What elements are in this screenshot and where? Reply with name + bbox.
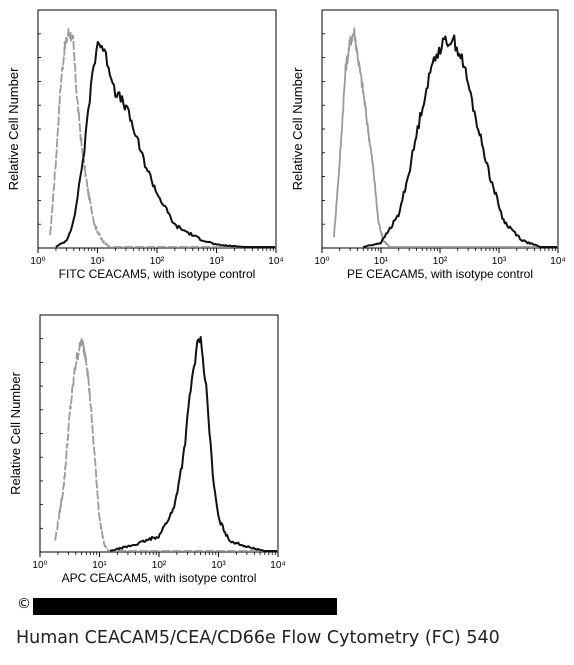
x-tick-label: 10²: [150, 256, 165, 267]
x-axis-label: FITC CEACAM5, with isotype control: [59, 267, 256, 281]
isotype-control-line: [54, 337, 277, 552]
histogram-panel-3: 10⁰ 10¹ 10² 10³ 10⁴ APC CEACAM5, with isotype…: [8, 314, 286, 585]
x-tick-label: 10¹: [374, 256, 389, 267]
x-tick-label: 10²: [433, 256, 448, 267]
x-tick-label: 10⁴: [270, 560, 285, 571]
x-tick-label: 10⁰: [314, 256, 329, 267]
x-tick-label: 10¹: [92, 560, 107, 571]
flow-cytometry-figure: 10⁰ 10¹ 10² 10³ 10⁴ FITC CEACAM5, with isotyp…: [6, 9, 566, 585]
histogram-panel-2: 10⁰ 10¹ 10² 10³ 10⁴ PE CEACAM5, with isotype …: [290, 9, 566, 281]
histogram-panel-1: 10⁰ 10¹ 10² 10³ 10⁴ FITC CEACAM5, with isotyp…: [6, 9, 284, 281]
copyright-symbol: ©: [17, 596, 31, 612]
y-axis-label: Relative Cell Number: [8, 371, 23, 494]
ceacam5-histogram-line: [109, 336, 277, 552]
x-tick-label: 10³: [492, 256, 507, 267]
isotype-control-line: [49, 28, 275, 248]
y-axis-label: Relative Cell Number: [6, 67, 21, 190]
plot-frame: [39, 314, 279, 553]
x-tick-label: 10⁰: [32, 560, 47, 571]
plot-frame: [321, 9, 559, 249]
x-tick-label: 10⁴: [268, 256, 283, 267]
x-axis-label: APC CEACAM5, with isotype control: [62, 571, 257, 585]
x-tick-label: 10³: [209, 256, 224, 267]
figure-caption: Human CEACAM5/CEA/CD66e Flow Cytometry (…: [16, 628, 500, 648]
x-tick-label: 10¹: [90, 256, 105, 267]
x-tick-label: 10⁰: [30, 256, 45, 267]
x-tick-label: 10²: [152, 560, 167, 571]
ceacam5-histogram-line: [362, 34, 557, 248]
x-axis-label: PE CEACAM5, with isotype control: [347, 267, 533, 281]
y-axis-label: Relative Cell Number: [290, 67, 305, 190]
x-tick-label: 10³: [211, 560, 226, 571]
redaction-bar: [33, 598, 337, 615]
x-tick-label: 10⁴: [550, 256, 565, 267]
ceacam5-histogram-line: [55, 41, 275, 248]
isotype-control-line: [333, 27, 557, 248]
